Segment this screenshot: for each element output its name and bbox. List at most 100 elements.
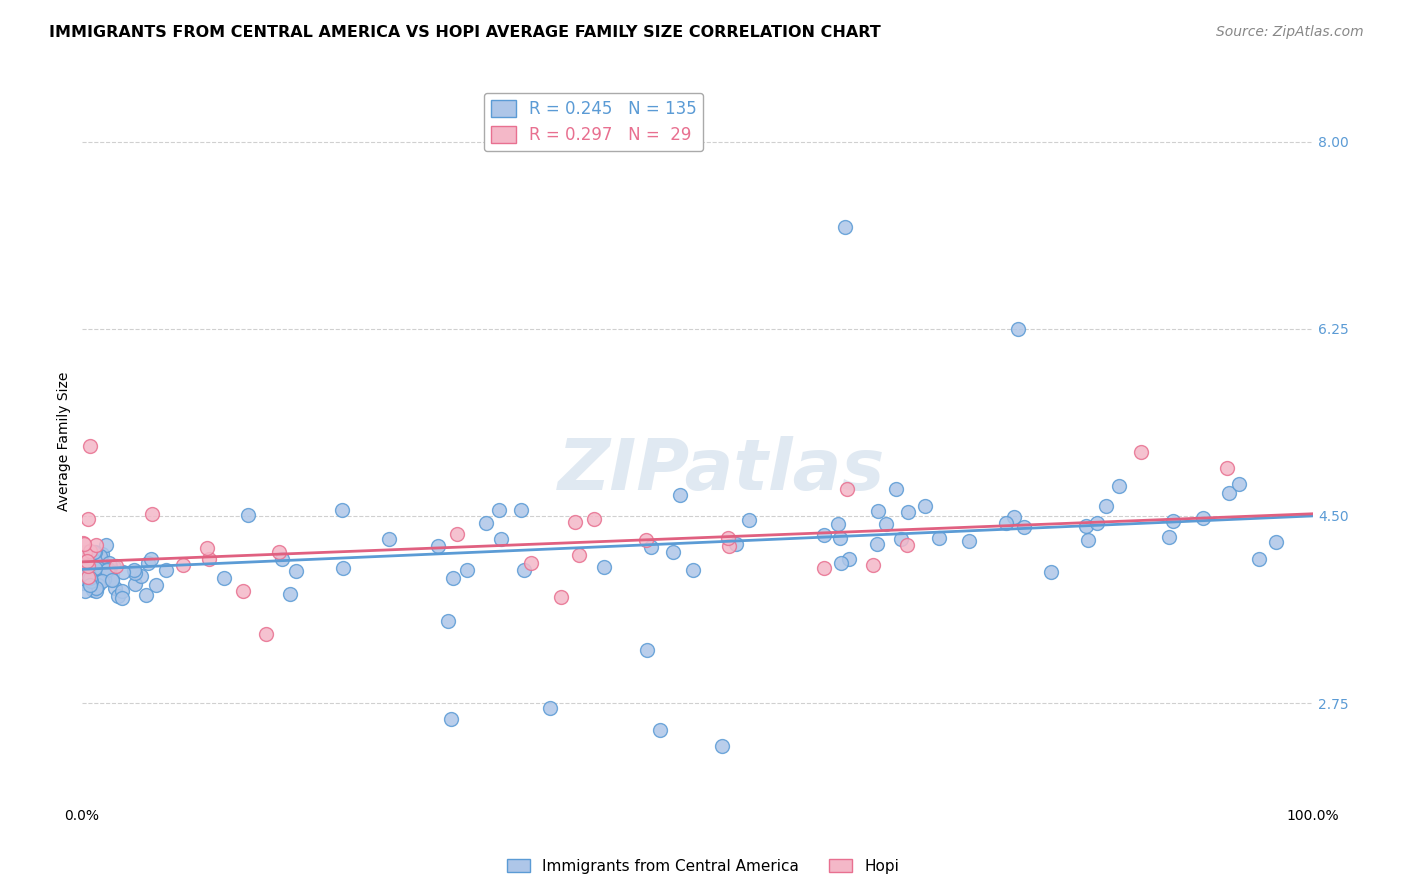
- Point: [72, 556, 94, 570]
- Point: [267, 544, 290, 558]
- Point: [98, 557, 121, 571]
- Point: [441, 571, 464, 585]
- Point: [897, 504, 920, 518]
- Point: [914, 500, 936, 514]
- Point: [82, 558, 104, 573]
- Point: [1012, 520, 1035, 534]
- Point: [830, 532, 852, 546]
- Point: [80, 578, 103, 592]
- Point: [437, 615, 460, 629]
- Point: [650, 723, 672, 737]
- Point: [82, 559, 104, 574]
- Point: [636, 643, 658, 657]
- Point: [510, 503, 533, 517]
- Point: [550, 590, 572, 604]
- Point: [195, 541, 218, 555]
- Point: [73, 563, 96, 577]
- Point: [72, 575, 94, 590]
- Point: [827, 516, 849, 531]
- Point: [669, 488, 692, 502]
- Point: [72, 572, 94, 586]
- Point: [1039, 565, 1062, 579]
- Text: ZIPatlas: ZIPatlas: [558, 435, 886, 505]
- Point: [96, 563, 118, 577]
- Legend: Immigrants from Central America, Hopi: Immigrants from Central America, Hopi: [501, 853, 905, 880]
- Point: [232, 584, 254, 599]
- Point: [254, 626, 277, 640]
- Point: [76, 560, 98, 574]
- Point: [77, 563, 100, 577]
- Point: [813, 560, 835, 574]
- Point: [104, 582, 127, 596]
- Point: [136, 556, 159, 570]
- Point: [79, 571, 101, 585]
- Point: [1129, 444, 1152, 458]
- Point: [98, 570, 121, 584]
- Point: [135, 589, 157, 603]
- Point: [80, 563, 103, 577]
- Point: [866, 504, 889, 518]
- Point: [1074, 519, 1097, 533]
- Point: [87, 575, 110, 590]
- Point: [440, 712, 463, 726]
- Point: [994, 516, 1017, 530]
- Point: [75, 567, 97, 582]
- Point: [101, 567, 124, 582]
- Point: [97, 562, 120, 576]
- Point: [105, 558, 128, 573]
- Y-axis label: Average Family Size: Average Family Size: [58, 371, 72, 511]
- Point: [520, 556, 543, 570]
- Point: [662, 544, 685, 558]
- Point: [568, 549, 591, 563]
- Point: [79, 574, 101, 589]
- Text: Source: ZipAtlas.com: Source: ZipAtlas.com: [1216, 25, 1364, 39]
- Point: [77, 558, 100, 573]
- Legend: R = 0.245   N = 135, R = 0.297   N =  29: R = 0.245 N = 135, R = 0.297 N = 29: [484, 93, 703, 151]
- Point: [711, 739, 734, 753]
- Point: [84, 562, 107, 576]
- Point: [76, 565, 98, 579]
- Point: [73, 568, 96, 582]
- Point: [212, 571, 235, 585]
- Point: [830, 557, 852, 571]
- Point: [122, 563, 145, 577]
- Point: [77, 562, 100, 576]
- Point: [634, 533, 657, 547]
- Point: [84, 560, 107, 574]
- Point: [72, 566, 94, 580]
- Point: [82, 582, 104, 597]
- Point: [86, 558, 108, 572]
- Point: [124, 566, 146, 580]
- Point: [1216, 460, 1239, 475]
- Point: [198, 552, 221, 566]
- Point: [172, 558, 194, 573]
- Point: [80, 573, 103, 587]
- Point: [377, 533, 399, 547]
- Point: [330, 502, 353, 516]
- Point: [875, 516, 897, 531]
- Point: [1159, 530, 1181, 544]
- Point: [86, 573, 108, 587]
- Point: [1085, 516, 1108, 530]
- Point: [141, 508, 163, 522]
- Point: [427, 539, 450, 553]
- Point: [89, 549, 111, 563]
- Point: [332, 561, 354, 575]
- Point: [87, 578, 110, 592]
- Point: [80, 574, 103, 588]
- Point: [1218, 486, 1240, 500]
- Point: [717, 539, 740, 553]
- Point: [886, 483, 908, 497]
- Point: [285, 564, 308, 578]
- Point: [278, 587, 301, 601]
- Point: [76, 570, 98, 584]
- Point: [890, 532, 912, 546]
- Point: [76, 554, 98, 568]
- Point: [83, 548, 105, 562]
- Point: [86, 582, 108, 596]
- Point: [866, 536, 889, 550]
- Point: [86, 548, 108, 562]
- Point: [564, 515, 586, 529]
- Point: [100, 572, 122, 586]
- Point: [77, 512, 100, 526]
